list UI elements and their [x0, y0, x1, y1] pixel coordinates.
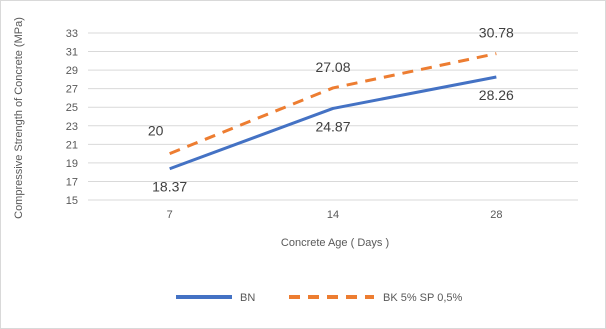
y-tick-labels: 15 17 19 21 23 25 27 29 31 33	[66, 28, 78, 207]
data-label: 27.08	[315, 59, 350, 75]
x-tick-label: 7	[167, 209, 173, 221]
y-tick-label: 29	[66, 65, 78, 77]
y-tick-label: 19	[66, 158, 78, 170]
series-line-bn	[169, 75, 497, 171]
y-tick-label: 27	[66, 84, 78, 96]
data-label: 24.87	[315, 118, 350, 134]
gridlines	[88, 32, 578, 201]
data-labels: 18.37 24.87 28.26 20 27.08 30.78	[148, 25, 514, 195]
legend-label-bn: BN	[240, 292, 255, 304]
legend: BN BK 5% SP 0,5%	[176, 292, 463, 304]
x-tick-label: 14	[327, 209, 339, 221]
data-label: 20	[148, 123, 164, 139]
x-tick-labels: 7 14 28	[167, 209, 503, 221]
y-tick-label: 31	[66, 47, 78, 59]
y-tick-label: 15	[66, 195, 78, 207]
x-tick-label: 28	[490, 209, 502, 221]
data-label: 18.37	[152, 179, 187, 195]
y-axis-title: Compressive Strength of Concrete (MPa)	[13, 17, 25, 219]
y-tick-label: 21	[66, 139, 78, 151]
y-tick-label: 33	[66, 28, 78, 40]
series-lines	[169, 52, 497, 171]
x-axis-title: Concrete Age ( Days )	[281, 237, 389, 249]
data-label: 28.26	[479, 87, 514, 103]
series-line-bk	[169, 52, 497, 156]
y-tick-label: 23	[66, 121, 78, 133]
legend-label-bk: BK 5% SP 0,5%	[383, 292, 463, 304]
y-tick-label: 25	[66, 102, 78, 114]
data-label: 30.78	[479, 25, 514, 41]
y-tick-label: 17	[66, 176, 78, 188]
